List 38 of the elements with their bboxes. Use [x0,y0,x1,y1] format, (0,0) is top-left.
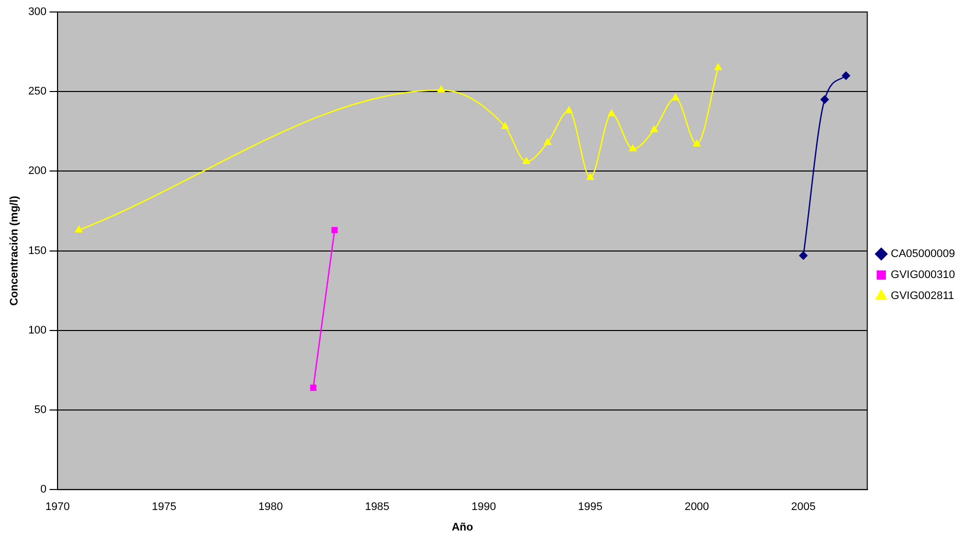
x-tick-label: 1980 [258,501,283,514]
y-tick-label: 250 [28,86,47,98]
legend-label: GVIG002811 [890,290,954,302]
point [629,144,637,152]
point [650,126,658,132]
point [75,226,83,233]
y-tick-label: 0 [40,484,47,496]
point [693,140,700,147]
y-axis-title: Concentración (mg/l) [8,195,21,306]
point [608,110,616,116]
point [437,86,445,92]
legend-label: GVIG000310 [890,269,955,282]
x-tick-label: 1990 [471,501,496,514]
y-tick-label: 300 [28,6,47,18]
point [672,94,680,100]
point [820,95,829,104]
y-tick-label: 200 [28,165,47,178]
x-tick-label: 1985 [364,501,390,514]
legend-label: CA05000009 [890,248,956,260]
point [331,226,338,234]
x-axis-title: Año [452,521,474,534]
y-tick-label: 100 [28,324,47,336]
point [544,138,552,145]
x-tick-label: 1970 [45,501,70,514]
point [310,384,316,391]
point [522,158,530,164]
x-tick-label: 2000 [684,501,710,514]
y-tick-label: 50 [34,404,47,416]
point [501,122,509,130]
point [586,173,594,180]
x-tick-label: 1995 [578,501,603,514]
point [565,106,573,114]
point [714,64,722,70]
point [842,72,850,80]
x-tick-label: 1975 [152,501,176,514]
x-tick-label: 2005 [791,501,816,514]
y-tick-label: 150 [28,244,47,257]
point [799,251,808,260]
